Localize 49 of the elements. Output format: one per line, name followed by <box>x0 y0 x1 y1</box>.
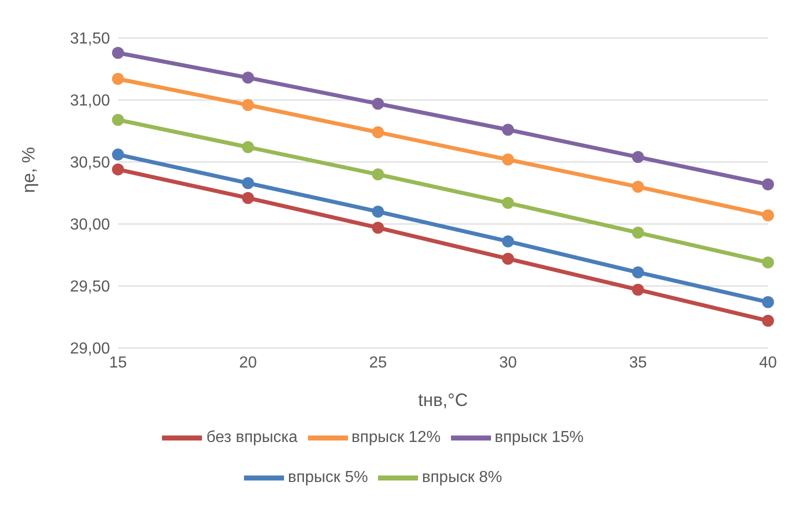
point <box>502 196 514 209</box>
point <box>762 256 774 268</box>
x-tick-label: 15 <box>109 354 127 372</box>
y-tick-label: 29,50 <box>70 278 110 296</box>
point <box>372 206 384 218</box>
point <box>632 180 644 193</box>
point <box>632 266 644 278</box>
point <box>372 168 384 180</box>
y-axis-title: ηе, % <box>18 146 38 193</box>
point <box>632 151 644 164</box>
point <box>242 72 254 84</box>
x-tick-label: 35 <box>629 354 647 372</box>
y-tick-label: 31,00 <box>70 92 110 110</box>
point <box>242 177 254 190</box>
point <box>242 141 254 154</box>
point <box>762 314 774 327</box>
x-tick-label: 40 <box>759 354 777 372</box>
point <box>502 235 514 248</box>
point <box>502 124 514 136</box>
legend-label: без впрыска <box>206 429 298 446</box>
y-tick-label: 30,50 <box>70 154 110 172</box>
point <box>502 154 514 166</box>
point <box>112 114 124 126</box>
point <box>372 222 384 234</box>
point <box>502 252 514 265</box>
y-tick-label: 31,50 <box>70 30 110 48</box>
legend-label: впрыск 15% <box>494 429 584 446</box>
point <box>632 226 644 239</box>
point <box>372 126 384 138</box>
x-tick-label: 20 <box>239 354 257 372</box>
x-axis-title: tнв,°C <box>418 390 468 410</box>
point <box>762 178 774 190</box>
point <box>112 72 124 85</box>
y-tick-label: 29,00 <box>70 340 110 358</box>
point <box>112 148 124 161</box>
y-tick-label: 30,00 <box>70 216 110 234</box>
point <box>112 163 124 176</box>
point <box>762 209 774 222</box>
point <box>762 296 774 308</box>
x-tick-label: 30 <box>499 354 517 372</box>
point <box>242 98 254 111</box>
legend-label: впрыск 8% <box>422 469 502 486</box>
legend-label: впрыск 5% <box>288 469 368 486</box>
point <box>112 46 124 59</box>
x-tick-label: 25 <box>369 354 387 372</box>
legend-label: впрыск 12% <box>352 429 441 446</box>
point <box>242 192 254 204</box>
point <box>632 284 644 296</box>
point <box>372 98 384 110</box>
